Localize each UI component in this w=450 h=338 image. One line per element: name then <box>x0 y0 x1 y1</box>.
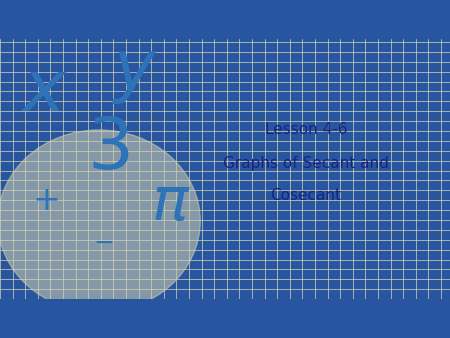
Text: $\mathit{y}$: $\mathit{y}$ <box>112 39 158 106</box>
Text: Lesson 4-6: Lesson 4-6 <box>265 122 347 138</box>
Text: $\mathit{3}$: $\mathit{3}$ <box>87 113 129 184</box>
Text: $\pi$: $\pi$ <box>151 173 191 233</box>
Text: $+$: $+$ <box>32 184 58 217</box>
Ellipse shape <box>0 130 200 312</box>
Text: $-$: $-$ <box>93 230 114 254</box>
Text: Cosecant: Cosecant <box>270 188 342 202</box>
Text: Graphs of Secant and: Graphs of Secant and <box>223 156 389 171</box>
Text: $\mathit{x}$: $\mathit{x}$ <box>22 55 68 126</box>
